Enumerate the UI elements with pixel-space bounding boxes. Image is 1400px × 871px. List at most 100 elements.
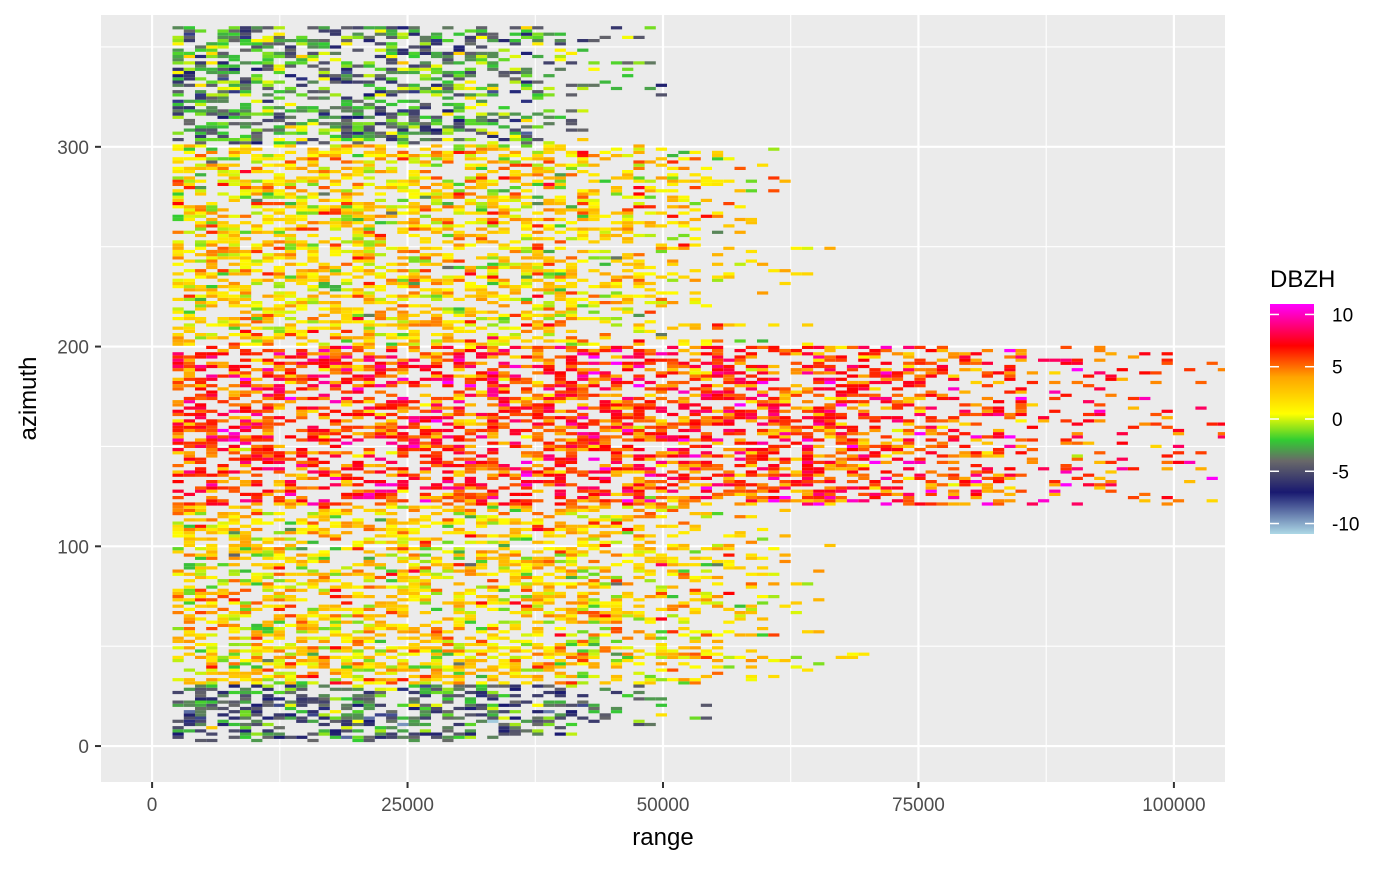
heatmap-cell [746,355,757,358]
heatmap-cell [611,429,622,432]
heatmap-cell [903,362,914,365]
heatmap-cell [1038,416,1049,419]
heatmap-cell [521,330,532,333]
heatmap-cell [555,426,566,429]
heatmap-cell [420,570,431,573]
heatmap-cell [352,291,363,294]
heatmap-cell [656,224,667,227]
heatmap-cell [330,346,341,349]
heatmap-cell [476,486,487,489]
heatmap-cell [712,397,723,400]
heatmap-cell [229,470,240,473]
heatmap-cell [364,550,375,553]
heatmap-cell [543,327,554,330]
heatmap-cell [431,710,442,713]
heatmap-cell [667,525,678,528]
heatmap-cell [364,327,375,330]
heatmap-cell [555,438,566,441]
heatmap-cell [791,429,802,432]
heatmap-cell [791,483,802,486]
heatmap-cell [195,739,206,742]
heatmap-cell [476,681,487,684]
heatmap-cell [431,627,442,630]
heatmap-cell [409,586,420,589]
heatmap-cell [768,474,779,477]
heatmap-cell [454,311,465,314]
heatmap-cell [229,662,240,665]
heatmap-cell [1173,429,1184,432]
heatmap-cell [566,448,577,451]
heatmap-cell [735,611,746,614]
heatmap-cell [420,493,431,496]
heatmap-cell [386,295,397,298]
heatmap-cell [195,221,206,224]
heatmap-cell [409,637,420,640]
heatmap-cell [364,247,375,250]
heatmap-cell [476,295,487,298]
heatmap-cell [566,314,577,317]
heatmap-cell [555,311,566,314]
heatmap-cell [926,432,937,435]
heatmap-cell [499,653,510,656]
heatmap-cell [600,407,611,410]
heatmap-cell [847,346,858,349]
heatmap-cell [206,685,217,688]
heatmap-cell [364,586,375,589]
heatmap-cell [1128,426,1139,429]
heatmap-cell [712,359,723,362]
heatmap-cell [285,573,296,576]
heatmap-cell [780,410,791,413]
heatmap-cell [622,426,633,429]
heatmap-cell [296,624,307,627]
heatmap-cell [184,617,195,620]
heatmap-cell [262,490,273,493]
heatmap-cell [633,330,644,333]
heatmap-cell [690,477,701,480]
heatmap-cell [746,461,757,464]
heatmap-cell [813,355,824,358]
heatmap-cell [330,729,341,732]
heatmap-cell [195,566,206,569]
heatmap-cell [543,371,554,374]
heatmap-cell [296,352,307,355]
heatmap-cell [656,298,667,301]
heatmap-cell [633,352,644,355]
heatmap-cell [274,295,285,298]
heatmap-cell [701,490,712,493]
heatmap-cell [487,218,498,221]
heatmap-cell [262,729,273,732]
heatmap-cell [701,496,712,499]
heatmap-cell [364,291,375,294]
heatmap-cell [375,237,386,240]
heatmap-cell [442,480,453,483]
heatmap-cell [667,499,678,502]
heatmap-cell [375,502,386,505]
heatmap-cell [959,413,970,416]
heatmap-cell [555,291,566,294]
heatmap-cell [521,397,532,400]
heatmap-cell [442,697,453,700]
heatmap-cell [364,605,375,608]
heatmap-cell [532,490,543,493]
heatmap-cell [1004,493,1015,496]
heatmap-cell [195,697,206,700]
heatmap-cell [319,554,330,557]
heatmap-cell [588,656,599,659]
heatmap-cell [173,531,184,534]
heatmap-cell [274,333,285,336]
heatmap-cell [645,403,656,406]
heatmap-cell [690,423,701,426]
heatmap-cell [746,387,757,390]
heatmap-cell [184,506,195,509]
heatmap-cell [521,272,532,275]
heatmap-cell [274,480,285,483]
heatmap-cell [173,426,184,429]
heatmap-cell [735,493,746,496]
heatmap-cell [499,733,510,736]
heatmap-cell [240,323,251,326]
heatmap-cell [600,649,611,652]
heatmap-cell [555,490,566,493]
heatmap-cell [386,221,397,224]
heatmap-cell [555,633,566,636]
heatmap-cell [633,538,644,541]
